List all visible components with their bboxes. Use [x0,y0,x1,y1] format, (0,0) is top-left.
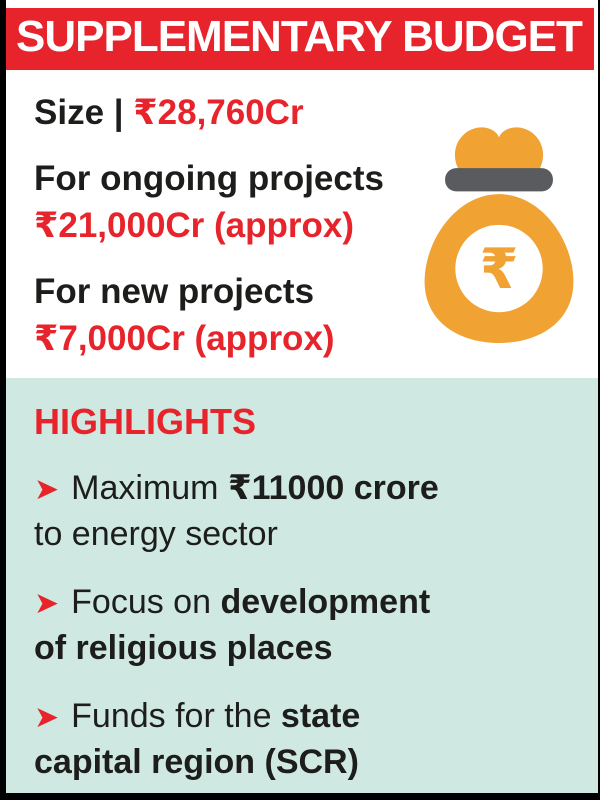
rupee-circle [455,224,543,313]
highlight-text: Funds for the [71,697,281,736]
highlight-text-bold: development of religious places [34,583,431,668]
new-projects-value: ₹7,000Cr (approx) [34,319,335,359]
bullet-arrow-icon: ➤ [34,473,60,507]
highlight-item-scr: ➤ Funds for the state capital region (SCR… [34,694,449,784]
size-label: Size | [34,93,134,133]
highlight-text-bold: ₹11000 crore [227,469,439,508]
highlight-item-energy: ➤ Maximum ₹11000 crore to energy sector [34,466,449,556]
banner: SUPPLEMENTARY BUDGET [6,8,594,71]
money-bag-icon: ₹ [424,127,574,343]
highlights-section: HIGHLIGHTS ➤ Maximum ₹11000 crore to ener… [6,378,598,793]
budget-size-line: Size | ₹28,760Cr [34,92,434,134]
size-value: ₹28,760Cr [133,93,304,133]
banner-title: SUPPLEMENTARY BUDGET [16,12,583,61]
highlight-item-religious: ➤ Focus on development of religious place… [34,580,449,670]
new-projects-label: For new projects [34,272,315,312]
highlight-text: Focus on [71,583,221,622]
bullet-arrow-icon: ➤ [34,587,60,621]
highlight-text: to energy sector [34,515,278,554]
bullet-arrow-icon: ➤ [34,701,60,735]
highlight-text: Maximum [71,469,228,508]
highlight-text-bold: state capital region (SCR) [34,697,361,782]
highlights-title: HIGHLIGHTS [34,401,256,443]
ongoing-projects-value: ₹21,000Cr (approx) [34,206,355,246]
budget-stats-section: Size | ₹28,760Cr For ongoing projects ₹2… [6,70,598,378]
ongoing-projects-label: For ongoing projects [34,159,384,199]
rupee-symbol-icon: ₹ [480,237,519,300]
